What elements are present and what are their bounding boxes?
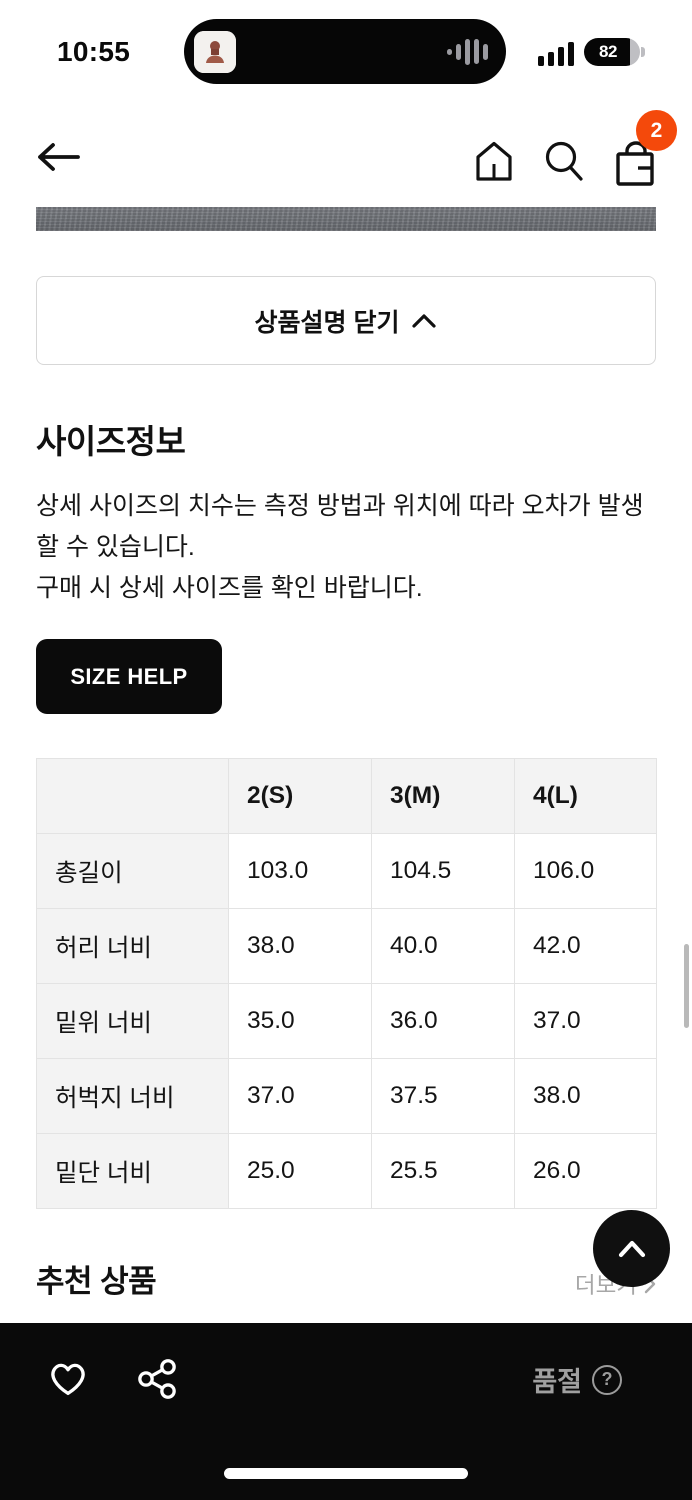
size-table-header-row: 2(S) 3(M) 4(L) <box>36 758 657 834</box>
chevron-up-icon <box>412 313 437 328</box>
collapse-description-label: 상품설명 닫기 <box>254 308 400 337</box>
size-row-label: 허리 너비 <box>36 908 229 984</box>
size-value-cell: 40.0 <box>371 908 515 984</box>
size-row-label: 허벅지 너비 <box>36 1058 229 1134</box>
size-table-row: 밑위 너비 35.0 36.0 37.0 <box>36 983 657 1059</box>
cellular-signal-icon <box>538 42 574 66</box>
size-column-header: 2(S) <box>228 758 372 834</box>
size-notice-line1: 상세 사이즈의 치수는 측정 방법과 위치에 따라 오차가 발생할 수 있습니다… <box>36 492 644 561</box>
scroll-to-top-button[interactable] <box>593 1210 670 1287</box>
size-table-row: 허벅지 너비 37.0 37.5 38.0 <box>36 1058 657 1134</box>
page-scrollbar[interactable] <box>684 944 689 1028</box>
soldout-help-button[interactable]: ? <box>592 1364 622 1395</box>
home-indicator[interactable] <box>224 1468 468 1479</box>
share-button[interactable] <box>134 1354 180 1404</box>
heart-icon <box>51 1363 85 1396</box>
size-value-cell: 103.0 <box>228 833 372 909</box>
battery-icon: 82 <box>584 38 645 66</box>
size-value-cell: 38.0 <box>514 1058 657 1134</box>
size-help-button[interactable]: SIZE HELP <box>36 639 222 714</box>
size-value-cell: 37.0 <box>514 983 657 1059</box>
size-info-title: 사이즈정보 <box>36 423 186 460</box>
like-button[interactable] <box>44 1352 92 1404</box>
size-value-cell: 42.0 <box>514 908 657 984</box>
search-icon <box>545 141 583 181</box>
home-button[interactable] <box>472 138 516 184</box>
arrow-left-icon <box>38 143 80 171</box>
size-column-header: 4(L) <box>514 758 657 834</box>
size-column-header: 3(M) <box>371 758 515 834</box>
soldout-label: 품절 <box>532 1367 582 1397</box>
size-value-cell: 104.5 <box>371 833 515 909</box>
size-table-row: 밑단 너비 25.0 25.5 26.0 <box>36 1133 657 1209</box>
cart-badge-count: 2 <box>650 118 663 142</box>
size-table-row: 총길이 103.0 104.5 106.0 <box>36 833 657 909</box>
battery-fill <box>584 38 640 66</box>
size-table: 2(S) 3(M) 4(L) 총길이 103.0 104.5 106.0 허리 … <box>36 758 657 1209</box>
size-value-cell: 37.5 <box>371 1058 515 1134</box>
cart-badge: 2 <box>636 110 677 151</box>
product-image-strip[interactable] <box>36 207 656 231</box>
share-icon <box>138 1359 176 1399</box>
size-row-label: 총길이 <box>36 833 229 909</box>
recommended-title: 추천 상품 <box>36 1264 157 1299</box>
size-row-label: 밑위 너비 <box>36 983 229 1059</box>
size-value-cell: 35.0 <box>228 983 372 1059</box>
battery-percent: 82 <box>599 42 617 61</box>
size-value-cell: 37.0 <box>228 1058 372 1134</box>
shopping-bag-icon <box>616 141 654 186</box>
cart-button[interactable] <box>612 140 660 188</box>
size-value-cell: 38.0 <box>228 908 372 984</box>
question-icon: ? <box>601 1369 613 1389</box>
size-notice-line2: 구매 시 상세 사이즈를 확인 바랍니다. <box>36 574 423 602</box>
size-value-cell: 26.0 <box>514 1133 657 1209</box>
home-icon <box>476 141 512 181</box>
status-clock: 10:55 <box>57 36 131 67</box>
soldout-status: 품절 ? <box>532 1360 622 1399</box>
size-value-cell: 25.5 <box>371 1133 515 1209</box>
dynamic-island[interactable] <box>184 19 506 84</box>
back-button[interactable] <box>32 134 84 180</box>
size-table-corner-cell <box>36 758 229 834</box>
battery-cap <box>641 47 645 57</box>
size-value-cell: 25.0 <box>228 1133 372 1209</box>
audio-waveform-icon <box>447 37 488 67</box>
collapse-description-button[interactable]: 상품설명 닫기 <box>36 276 656 365</box>
size-value-cell: 106.0 <box>514 833 657 909</box>
size-table-row: 허리 너비 38.0 40.0 42.0 <box>36 908 657 984</box>
chevron-up-icon <box>618 1240 645 1257</box>
size-value-cell: 36.0 <box>371 983 515 1059</box>
now-playing-thumbnail-icon <box>194 30 236 73</box>
size-notice: 상세 사이즈의 치수는 측정 방법과 위치에 따라 오차가 발생할 수 있습니다… <box>36 486 660 609</box>
search-button[interactable] <box>542 138 586 184</box>
size-row-label: 밑단 너비 <box>36 1133 229 1209</box>
